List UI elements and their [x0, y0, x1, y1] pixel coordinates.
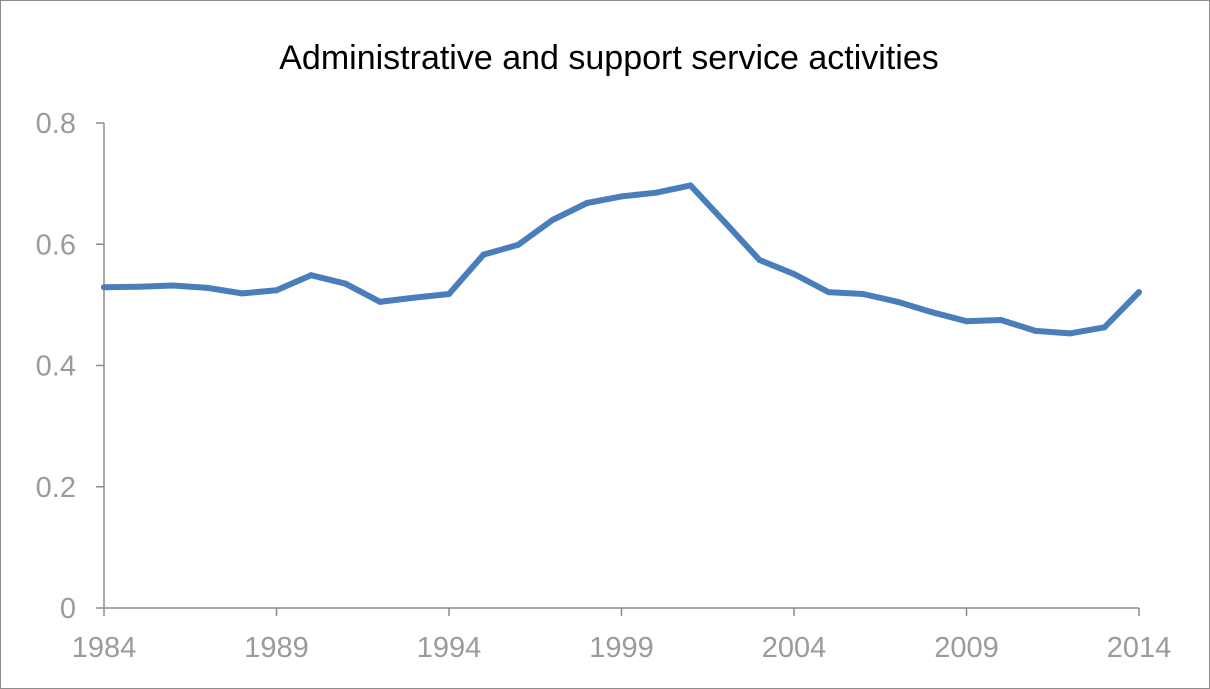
y-tick-label: 0.8: [36, 108, 76, 140]
data-point: [1101, 324, 1108, 331]
x-tick-label: 2004: [762, 632, 827, 664]
data-point: [584, 200, 590, 207]
data-point: [929, 309, 935, 316]
data-point: [1032, 327, 1039, 334]
data-point: [963, 318, 970, 325]
data-point: [446, 290, 452, 297]
chart-title: Administrative and support service activ…: [279, 39, 939, 77]
y-tick-label: 0.2: [36, 472, 76, 504]
x-tick-label: 1989: [244, 632, 309, 664]
data-point: [722, 219, 728, 226]
data-point: [515, 241, 521, 248]
data-point: [170, 282, 176, 289]
data-point: [756, 257, 763, 264]
y-axis-ticks: 0 0.2 0.4 0.6 0.8: [36, 108, 104, 625]
data-point: [342, 280, 349, 287]
data-point: [791, 270, 797, 277]
data-point: [653, 189, 659, 196]
y-tick-label: 0.4: [36, 351, 76, 383]
data-point: [825, 289, 832, 296]
y-tick-label: 0: [60, 593, 76, 625]
x-axis-ticks: 1984 1989 1994 1999 2004 2009 2014: [72, 608, 1172, 664]
y-tick-label: 0.6: [36, 229, 76, 261]
x-tick-label: 2014: [1107, 632, 1172, 664]
x-tick-label: 1999: [589, 632, 654, 664]
data-point: [549, 217, 556, 223]
x-tick-label: 1984: [72, 632, 137, 664]
data-point: [308, 272, 314, 279]
data-point: [377, 298, 383, 305]
data-point: [273, 287, 280, 294]
series-layer: [101, 182, 1142, 337]
data-point: [239, 290, 245, 297]
x-tick-label: 2009: [934, 632, 999, 664]
data-point: [894, 298, 901, 305]
data-point: [860, 290, 866, 297]
data-point: [135, 283, 142, 290]
data-point: [204, 284, 211, 291]
series-line: [101, 182, 1142, 337]
data-point: [1067, 330, 1073, 337]
data-point: [998, 317, 1004, 324]
data-point: [618, 193, 625, 200]
x-tick-label: 1994: [417, 632, 482, 664]
data-point: [480, 251, 487, 258]
data-point: [411, 294, 418, 301]
data-point: [1136, 289, 1142, 296]
data-point: [687, 182, 694, 189]
data-point: [101, 284, 107, 291]
